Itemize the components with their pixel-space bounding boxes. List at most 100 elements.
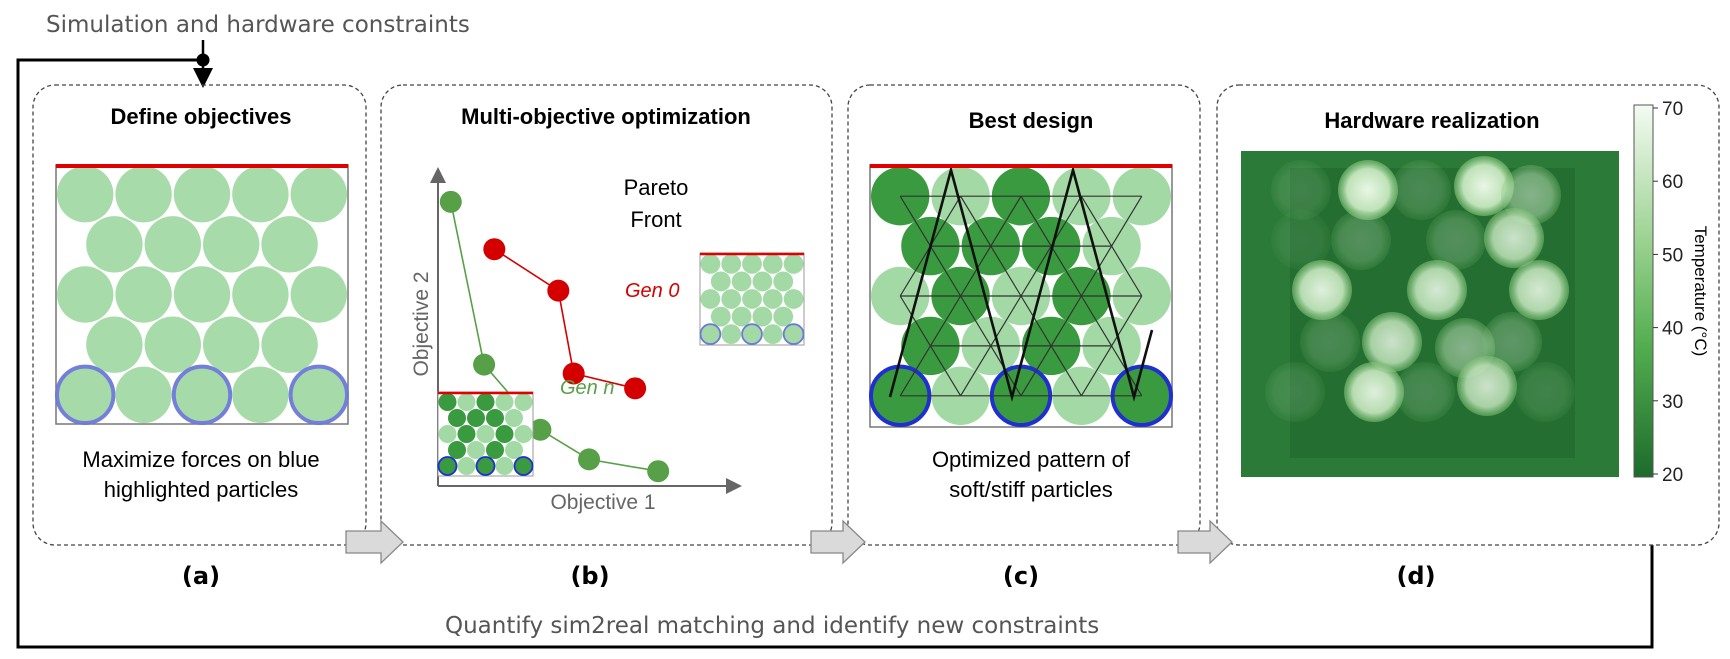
series-point-1 xyxy=(473,353,496,376)
inset-particle xyxy=(448,409,466,427)
lattice-edge xyxy=(1080,345,1113,397)
lattice-edge xyxy=(960,345,992,397)
panel-b-title: Multi-objective optimization xyxy=(461,104,751,129)
series-point-0 xyxy=(562,362,585,385)
lattice-edge xyxy=(1080,245,1113,297)
lattice-edge xyxy=(960,245,992,297)
flow-arrows xyxy=(345,519,1233,565)
lattice-edge xyxy=(899,245,931,297)
panel-c-pattern xyxy=(869,164,1174,428)
panel-b-tag: (b) xyxy=(570,562,609,590)
panel-a-tag: (a) xyxy=(182,562,220,590)
panel-c-caption-2: soft/stiff particles xyxy=(949,477,1112,502)
particle xyxy=(290,266,347,323)
inset-particle xyxy=(495,393,514,411)
panel-d-title: Hardware realization xyxy=(1324,108,1539,133)
particle xyxy=(115,166,172,223)
particle xyxy=(56,166,114,223)
thermal-hotspot xyxy=(1271,210,1331,270)
panel-b-box xyxy=(380,84,833,546)
inset-particle xyxy=(731,271,752,292)
colorbar-label: Temperature (°C) xyxy=(1691,226,1710,357)
particle xyxy=(232,366,289,423)
flow-arrow-1 xyxy=(345,519,404,565)
inset-particle xyxy=(710,306,731,327)
lattice-edge xyxy=(1080,195,1113,247)
lattice-edge xyxy=(1020,295,1052,347)
lattice-edge xyxy=(1080,295,1113,347)
load-path xyxy=(888,164,1154,403)
colorbar-tick-label: 20 xyxy=(1662,465,1683,486)
thermal-hotspot xyxy=(1362,312,1422,372)
inset-particle xyxy=(495,425,514,443)
thermal-hotspot xyxy=(1391,160,1451,220)
highlighted-particle xyxy=(288,364,349,425)
pareto-chart xyxy=(430,167,805,494)
thermal-hotspot xyxy=(1515,362,1575,422)
inset-particle xyxy=(486,409,504,427)
lattice-edge xyxy=(1020,195,1052,247)
thermal-hotspot xyxy=(1300,312,1360,372)
particle xyxy=(144,216,201,273)
thermal-hotspot xyxy=(1484,208,1544,268)
inset-particle xyxy=(438,393,457,411)
colorbar-tick-label: 40 xyxy=(1662,319,1683,340)
inset-particle xyxy=(495,457,514,475)
lattice-edge xyxy=(899,195,931,247)
inset-particle xyxy=(773,306,794,327)
thermal-hotspot xyxy=(1344,362,1404,422)
colorbar: 70 60 50 40 30 20 xyxy=(1633,99,1683,486)
particle xyxy=(232,266,289,323)
inset-particle xyxy=(773,271,794,292)
colorbar-tick-label: 30 xyxy=(1662,392,1683,413)
inset-particle xyxy=(486,441,504,459)
particle xyxy=(290,166,347,223)
panel-a-caption-2: highlighted particles xyxy=(104,477,298,502)
particle xyxy=(203,216,260,273)
inset-particle xyxy=(467,409,485,427)
x-axis-label: Objective 1 xyxy=(550,491,655,514)
lattice-edge xyxy=(1111,295,1143,347)
inset-particle xyxy=(721,254,742,274)
lattice-edge xyxy=(960,195,992,247)
inset-optimized-pattern xyxy=(437,391,534,477)
lattice-edge xyxy=(929,295,962,347)
inset-particle xyxy=(699,323,722,345)
inset-particle xyxy=(783,254,804,274)
series-label-genn: Gen n xyxy=(560,377,614,399)
inset-particle xyxy=(700,254,721,274)
inset-particle xyxy=(514,393,533,411)
inset-particle xyxy=(505,409,523,427)
inset-particle xyxy=(762,289,783,309)
colorbar-tick-label: 60 xyxy=(1662,172,1683,193)
inset-particle xyxy=(457,425,476,443)
inset-particle xyxy=(514,425,533,443)
panel-a-box xyxy=(32,84,367,546)
flow-arrow-2 xyxy=(810,519,866,565)
lattice-edge xyxy=(1050,195,1082,247)
lattice-edge xyxy=(960,295,992,347)
inset-particle xyxy=(752,306,773,327)
thermal-hotspot xyxy=(1331,210,1391,270)
pareto-label-2: Front xyxy=(630,207,681,232)
series-point-1 xyxy=(439,190,462,213)
thermal-image xyxy=(1241,151,1619,477)
inset-particle xyxy=(467,441,485,459)
thermal-hotspot xyxy=(1457,356,1517,416)
inset-particle xyxy=(513,456,534,476)
inset-particle xyxy=(438,425,457,443)
lattice-edge xyxy=(990,195,1022,247)
inset-particle xyxy=(721,324,742,344)
particle xyxy=(144,316,201,373)
y-axis-label: Objective 2 xyxy=(410,271,433,376)
lattice-edge xyxy=(929,345,962,397)
lattice-edge xyxy=(1111,245,1143,297)
particle xyxy=(86,216,143,273)
panel-d-tag: (d) xyxy=(1396,562,1435,590)
thermal-hotspot xyxy=(1509,260,1569,320)
panel-c-title: Best design xyxy=(969,108,1094,133)
lattice-edge xyxy=(899,345,931,397)
panel-a-caption-1: Maximize forces on blue xyxy=(82,447,319,472)
inset-particle xyxy=(476,393,495,411)
